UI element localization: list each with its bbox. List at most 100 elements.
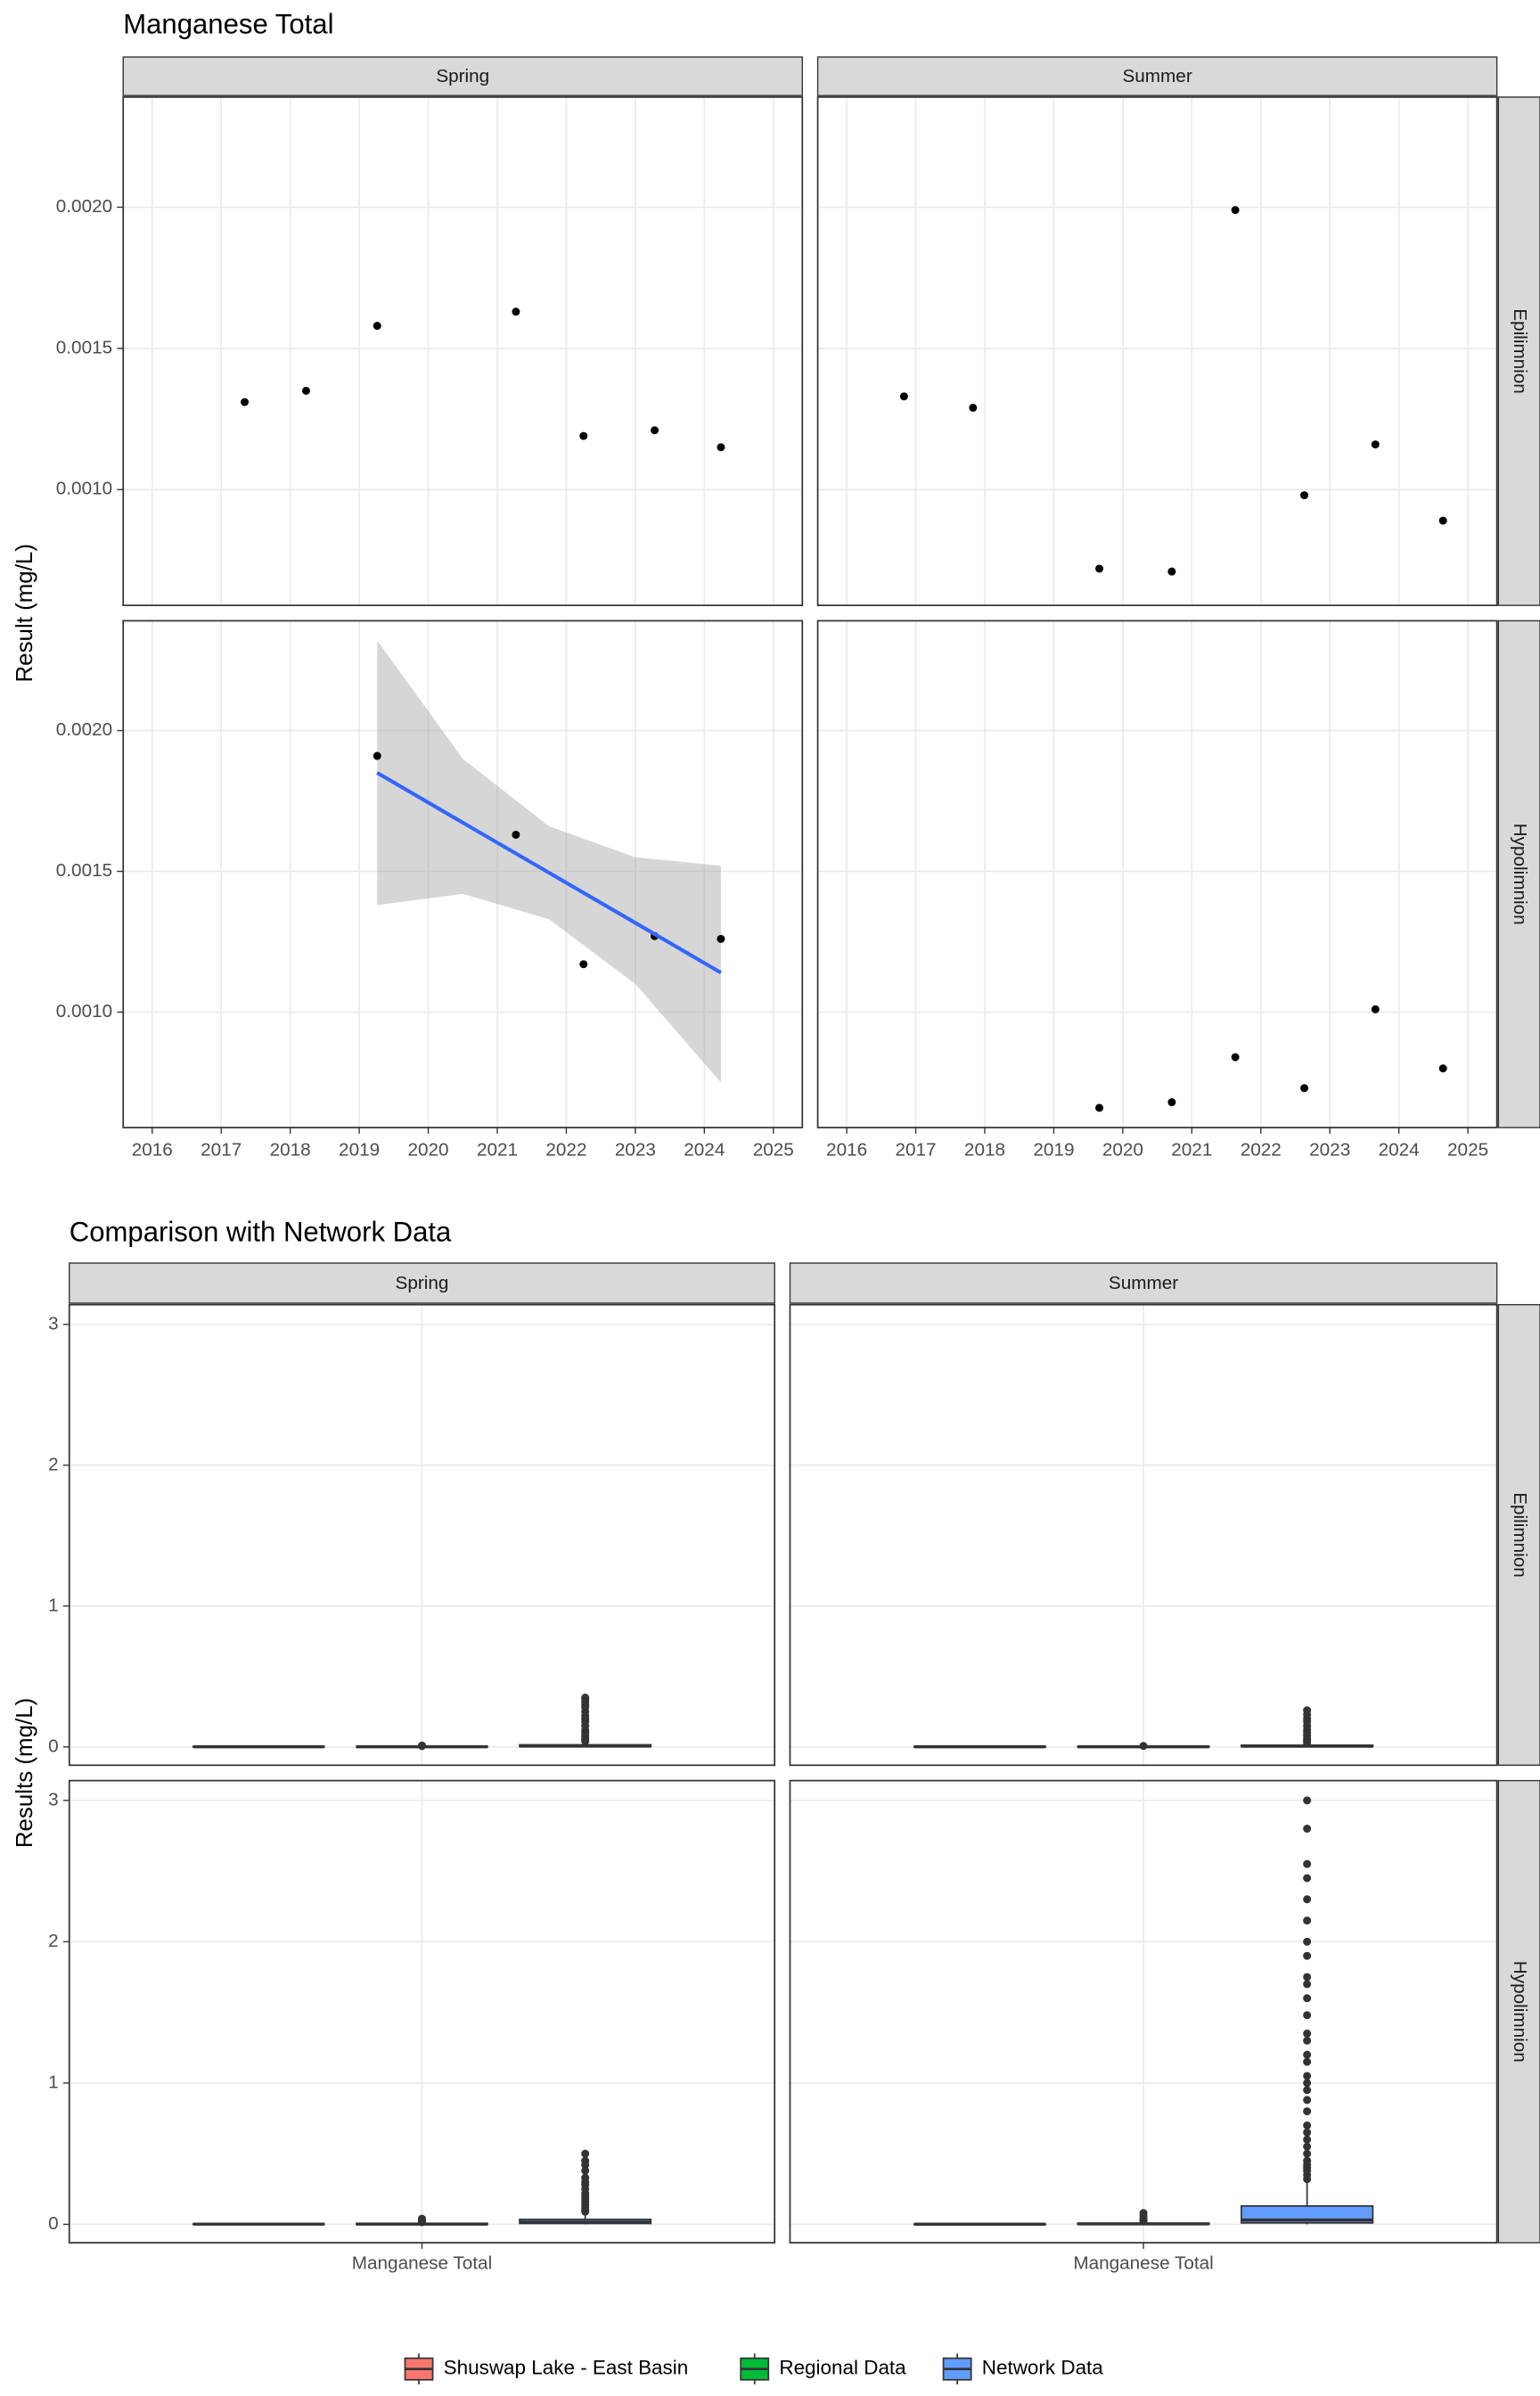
strip-label: Epilimnion: [1510, 1492, 1530, 1578]
point: [1371, 440, 1380, 449]
outlier: [1303, 1825, 1312, 1834]
outlier: [1303, 1994, 1312, 2003]
x-tick-label: 2016: [132, 1139, 173, 1160]
x-tick-label: 2016: [826, 1139, 867, 1160]
point: [1371, 1005, 1380, 1013]
outlier: [1303, 1874, 1312, 1883]
outlier: [581, 2149, 590, 2158]
panel-border: [122, 96, 804, 607]
point: [1167, 1098, 1176, 1107]
point: [651, 426, 659, 435]
point: [1231, 206, 1240, 215]
outlier: [1303, 2135, 1312, 2144]
outlier: [1303, 2156, 1312, 2165]
point: [579, 960, 588, 969]
x-tick-label: 2018: [964, 1139, 1005, 1160]
x-tick-label: 2023: [1309, 1139, 1350, 1160]
x-tick-label: 2017: [895, 1139, 936, 1160]
y-axis-title: Results (mg/L): [12, 1698, 37, 1848]
outlier: [1303, 1916, 1312, 1925]
x-tick-label: 2024: [684, 1139, 725, 1160]
outlier: [581, 2156, 590, 2165]
panel-background: [123, 620, 803, 1128]
strip-label: Spring: [436, 66, 489, 86]
x-tick-label: Manganese Total: [1073, 2253, 1213, 2274]
strip: [1497, 1779, 1540, 2244]
point: [1231, 1053, 1240, 1062]
strip: [816, 56, 1498, 96]
outlier: [1303, 1973, 1312, 1982]
y-tick-label: 2: [48, 1454, 59, 1474]
legend-label: Network Data: [982, 2357, 1104, 2379]
y-tick-label: 0.0010: [56, 1001, 112, 1022]
point: [1095, 1104, 1104, 1112]
strip-label: Hypolimnion: [1510, 1961, 1530, 2063]
x-tick-label: 2020: [407, 1139, 448, 1160]
y-tick-label: 0.0010: [56, 479, 112, 499]
y-tick-label: 1: [48, 2072, 59, 2092]
panel-background: [817, 96, 1497, 606]
outlier: [1303, 1706, 1312, 1715]
x-tick-label: 2021: [1171, 1139, 1212, 1160]
outlier: [1303, 2121, 1312, 2129]
y-tick-label: 3: [48, 1789, 59, 1809]
point: [301, 386, 310, 395]
confidence-band: [377, 640, 721, 1083]
strip-label: Summer: [1122, 66, 1192, 86]
strip-label: Summer: [1109, 1273, 1178, 1293]
chart-title: Comparison with Network Data: [70, 1216, 452, 1247]
y-tick-label: 3: [48, 1313, 59, 1333]
strip-label: Epilimnion: [1510, 308, 1530, 394]
x-tick-label: 2022: [545, 1139, 586, 1160]
outlier: [1303, 2107, 1312, 2116]
outlier: [1303, 2029, 1312, 2038]
point: [579, 431, 588, 440]
y-axis-title: Result (mg/L): [12, 544, 37, 682]
y-tick-label: 0.0020: [56, 719, 112, 740]
outlier: [1303, 1796, 1312, 1805]
y-tick-label: 2: [48, 1931, 59, 1951]
point: [1167, 567, 1176, 576]
x-tick-label: 2023: [615, 1139, 656, 1160]
panel-border: [816, 620, 1498, 1128]
outlier: [581, 1694, 590, 1702]
point: [1300, 491, 1309, 500]
x-tick-label: 2017: [201, 1139, 242, 1160]
point: [717, 934, 725, 943]
x-tick-label: Manganese Total: [352, 2253, 492, 2274]
outlier: [1139, 1742, 1148, 1751]
panel-background: [817, 620, 1497, 1128]
point: [1438, 516, 1447, 525]
x-tick-label: 2018: [270, 1139, 311, 1160]
y-tick-label: 0: [48, 2213, 59, 2234]
outlier: [1303, 2036, 1312, 2045]
point: [512, 830, 520, 839]
outlier: [1303, 2050, 1312, 2059]
point: [373, 322, 381, 331]
point: [512, 308, 520, 316]
outlier: [1303, 2079, 1312, 2088]
y-tick-label: 0.0015: [56, 337, 112, 357]
outlier: [1303, 2072, 1312, 2080]
x-tick-label: 2022: [1241, 1139, 1282, 1160]
y-tick-label: 0.0020: [56, 196, 112, 217]
panel-border: [789, 1779, 1498, 2244]
x-tick-label: 2025: [1447, 1139, 1488, 1160]
strip: [122, 56, 803, 96]
outlier: [1303, 2142, 1312, 2151]
strip: [1497, 96, 1540, 606]
legend-label: Regional Data: [779, 2357, 906, 2379]
point: [899, 392, 908, 401]
outlier: [417, 1741, 426, 1750]
strip: [1497, 1303, 1540, 1767]
outlier: [1303, 1859, 1312, 1868]
outlier: [1139, 2209, 1148, 2218]
outlier: [1303, 2086, 1312, 2095]
strip: [1497, 620, 1540, 1128]
x-tick-label: 2020: [1102, 1139, 1143, 1160]
x-tick-label: 2019: [339, 1139, 380, 1160]
outlier: [1303, 1980, 1312, 1989]
trend-line: [376, 771, 722, 975]
strip: [69, 1262, 775, 1304]
